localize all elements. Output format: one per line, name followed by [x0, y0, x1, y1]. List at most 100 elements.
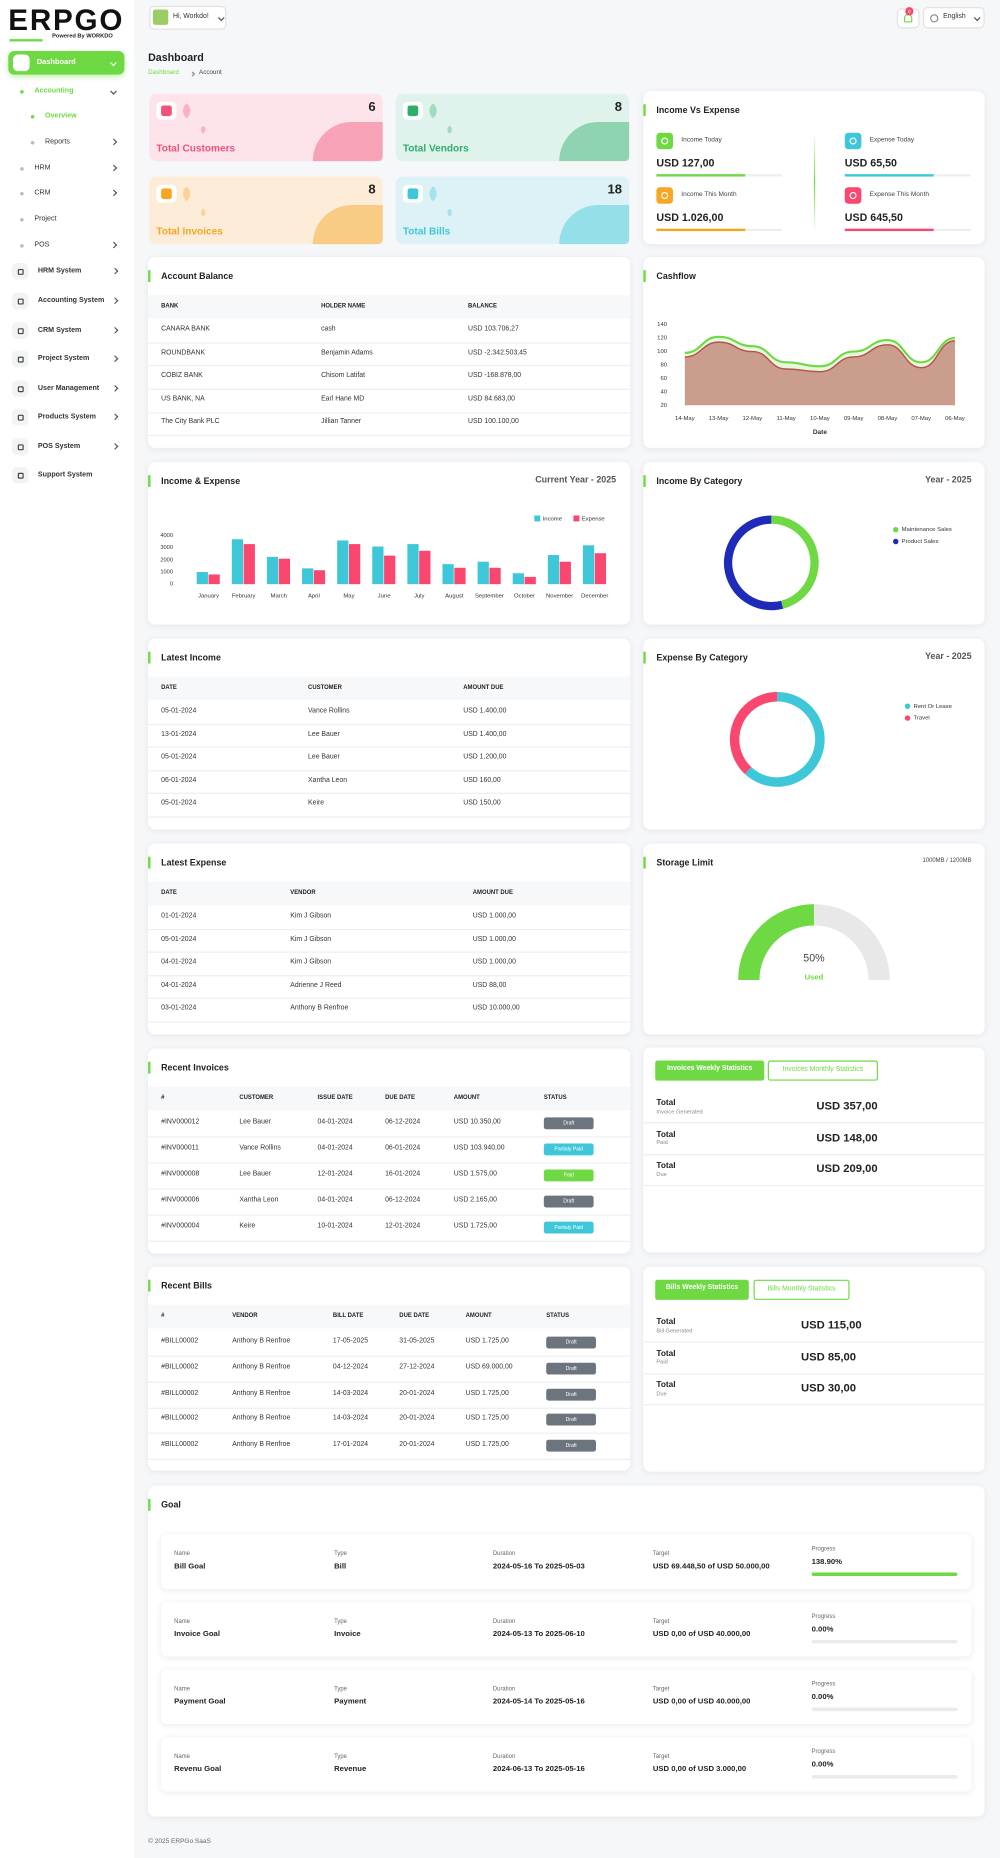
menu-label[interactable]: Accounting	[34, 87, 74, 95]
table-cell: Keire	[308, 799, 325, 808]
table-header	[148, 676, 631, 701]
column-header: BALANCE	[468, 302, 497, 310]
table-cell: Anthony B Renfroe	[232, 1337, 291, 1346]
stat-sub: Bill Generated	[656, 1328, 693, 1335]
goal-field-value: Payment Goal	[174, 1697, 226, 1707]
menu-item-active[interactable]	[8, 50, 125, 75]
menu-dot	[20, 89, 24, 94]
stat-value: 8	[368, 183, 376, 198]
table-cell: USD 2.165,00	[453, 1196, 497, 1205]
table-cell: Earl Hane MD	[321, 395, 365, 403]
table-cell: 04-01-2024	[161, 981, 197, 989]
title-accent	[643, 651, 646, 664]
tab[interactable]: Bills Monthly Statistics	[753, 1279, 850, 1300]
table-cell: COBIZ BANK	[161, 372, 203, 380]
menu-label[interactable]: Project System	[37, 355, 90, 363]
table-cell: Chisom Latifat	[321, 372, 366, 380]
table-cell: 05-01-2024	[161, 799, 197, 808]
menu-label[interactable]: Products System	[37, 413, 97, 421]
card-title: Income By Category	[656, 475, 743, 487]
column-header: BANK	[161, 302, 179, 310]
menu-label[interactable]: HRM	[34, 164, 51, 172]
menu-dot	[30, 140, 35, 144]
table-cell: #INV000004	[161, 1222, 200, 1231]
title-accent	[643, 270, 646, 283]
goal-field-label: Progress	[811, 1748, 836, 1756]
row-divider	[643, 1153, 985, 1155]
menu-label[interactable]: Accounting System	[37, 297, 105, 305]
menu-label[interactable]: POS System	[37, 443, 81, 451]
row-divider	[148, 1136, 631, 1138]
row-divider	[148, 1240, 631, 1242]
goal-progress-label: 0.00%	[811, 1760, 834, 1769]
table-cell: 14-03-2024	[332, 1389, 369, 1397]
logo: ERPGO	[8, 4, 125, 38]
language-button[interactable]	[922, 7, 985, 29]
tagline: Powered By WORKDO	[52, 33, 113, 40]
row-divider	[148, 1188, 631, 1190]
status-badge: Draft	[546, 1388, 596, 1401]
stat-label: Total	[656, 1130, 676, 1139]
user-menu[interactable]	[149, 5, 227, 30]
menu-label[interactable]: CRM	[34, 189, 51, 197]
card	[643, 257, 985, 448]
chart-subtitle: Year - 2025	[925, 650, 972, 662]
row-divider	[643, 1341, 985, 1343]
card-title: Recent Invoices	[161, 1062, 229, 1073]
avatar	[152, 9, 169, 25]
column-header: CUSTOMER	[239, 1094, 274, 1102]
table-cell: Benjamin Adams	[321, 349, 373, 357]
menu-label[interactable]: Support System	[37, 471, 93, 479]
menu-label[interactable]: HRM System	[37, 267, 82, 275]
row-divider	[148, 928, 631, 930]
tab[interactable]: Invoices Monthly Statistics	[767, 1060, 878, 1081]
table-cell: CANARA BANK	[161, 325, 211, 334]
menu-label[interactable]: POS	[34, 241, 50, 249]
chart-subtitle: Year - 2025	[925, 474, 972, 485]
table-cell: Jillian Tanner	[321, 418, 362, 426]
menu-label[interactable]: Dashboard	[36, 57, 76, 67]
goal-field-value: USD 69.448,50 of USD 50.000,00	[652, 1562, 770, 1571]
table-cell: #INV000008	[161, 1170, 200, 1178]
menu-label[interactable]: Project	[34, 215, 57, 223]
status-badge: Draft	[546, 1362, 596, 1375]
menu-icon-glyph	[17, 385, 24, 392]
stat-sub: Invoice Generated	[656, 1109, 703, 1116]
row-divider	[643, 1122, 985, 1124]
table-cell: 17-05-2025	[332, 1337, 369, 1346]
menu-label[interactable]: User Management	[37, 385, 100, 393]
breadcrumb-link[interactable]: Dashboard	[148, 69, 179, 77]
table-cell: 03-01-2024	[161, 1004, 197, 1013]
card-title: Latest Expense	[161, 857, 227, 868]
column-header: AMOUNT DUE	[463, 684, 504, 692]
stat-amount: USD 148,00	[816, 1131, 878, 1145]
menu-icon-glyph	[17, 298, 24, 304]
menu-label[interactable]: Overview	[45, 112, 77, 120]
tab-active[interactable]: Bills Weekly Statistics	[655, 1279, 749, 1300]
menu-label[interactable]: Reports	[45, 138, 70, 146]
table-cell: USD 1.725,00	[465, 1441, 509, 1449]
stat-icon-glyph	[161, 105, 172, 117]
card-title: Income Vs Expense	[656, 104, 740, 116]
table-cell: USD -168.878,00	[468, 372, 522, 380]
table-cell: USD 1.575,00	[453, 1170, 497, 1178]
menu-dot	[20, 166, 24, 171]
menu-label[interactable]: CRM System	[37, 327, 82, 335]
table-cell: USD 1.400,00	[463, 730, 507, 738]
table-cell: #BILL00002	[161, 1415, 199, 1423]
goal-field-label: Duration	[492, 1753, 516, 1761]
title-accent	[148, 1279, 151, 1292]
progress-track	[811, 1707, 958, 1711]
table-cell: #INV000011	[161, 1144, 199, 1152]
goal-item	[161, 1602, 972, 1657]
item-bar	[656, 174, 746, 177]
tab-active[interactable]: Invoices Weekly Statistics	[655, 1060, 765, 1081]
chart-subtitle: Current Year - 2025	[535, 474, 617, 485]
title-accent	[643, 475, 646, 488]
card-title: Cashflow	[656, 270, 696, 282]
menu-dot	[20, 191, 24, 195]
menu-icon	[11, 466, 29, 484]
table-cell: Xantha Leon	[308, 776, 348, 784]
goal-field-value: 2024-05-13 To 2025-06-10	[492, 1630, 585, 1639]
goal-field-label: Type	[334, 1753, 347, 1761]
